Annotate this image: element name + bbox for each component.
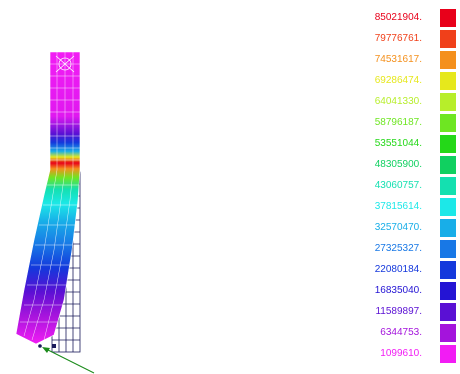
legend-label: 85021904. — [374, 12, 422, 23]
legend-label: 11589897. — [375, 306, 422, 317]
legend-label: 79776761. — [374, 33, 422, 44]
legend-swatch — [440, 303, 456, 321]
legend-swatch — [440, 72, 456, 90]
legend-label: 74531617. — [374, 54, 422, 65]
legend-swatch — [440, 93, 456, 111]
legend-label: 16835040. — [374, 285, 422, 296]
legend-swatch — [440, 198, 456, 216]
legend-label: 27325327. — [374, 243, 422, 254]
deformed-beam — [15, 51, 81, 345]
load-arrow-icon — [38, 344, 95, 374]
constraint-symbol-icon — [55, 55, 75, 73]
legend-swatch — [440, 9, 456, 27]
legend-swatch — [440, 114, 456, 132]
legend-swatch — [440, 30, 456, 48]
deformed-mesh-lines — [20, 52, 80, 341]
legend-swatch — [440, 219, 456, 237]
legend-label: 64041330. — [374, 96, 422, 107]
legend-label: 32570470. — [374, 222, 422, 233]
legend-swatch — [440, 240, 456, 258]
legend-swatch — [440, 261, 456, 279]
legend-swatch — [440, 324, 456, 342]
legend-label: 48305900. — [374, 159, 422, 170]
legend-swatch — [440, 177, 456, 195]
legend-label: 58796187. — [374, 117, 422, 128]
legend-swatch — [440, 345, 456, 363]
color-legend: 85021904. 79776761. 74531617. 69286474. 6404… — [360, 8, 460, 368]
legend-label: 1099610. — [380, 348, 422, 359]
legend-label: 69286474. — [374, 75, 422, 86]
legend-label: 53551044. — [374, 138, 422, 149]
legend-label: 6344753. — [380, 327, 422, 338]
legend-label: 37815614. — [374, 201, 422, 212]
legend-swatch — [440, 135, 456, 153]
legend-label: 43060757. — [374, 180, 422, 191]
legend-label: 22080184. — [374, 264, 422, 275]
legend-swatch — [440, 51, 456, 69]
legend-swatch — [440, 156, 456, 174]
legend-swatch — [440, 282, 456, 300]
